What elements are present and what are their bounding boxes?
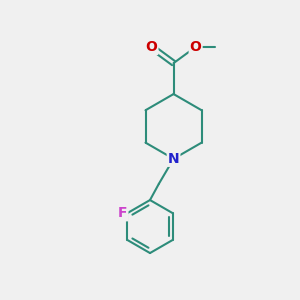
Text: O: O <box>190 40 202 54</box>
Text: O: O <box>146 40 158 54</box>
Text: N: N <box>168 152 179 166</box>
Text: F: F <box>118 206 128 220</box>
